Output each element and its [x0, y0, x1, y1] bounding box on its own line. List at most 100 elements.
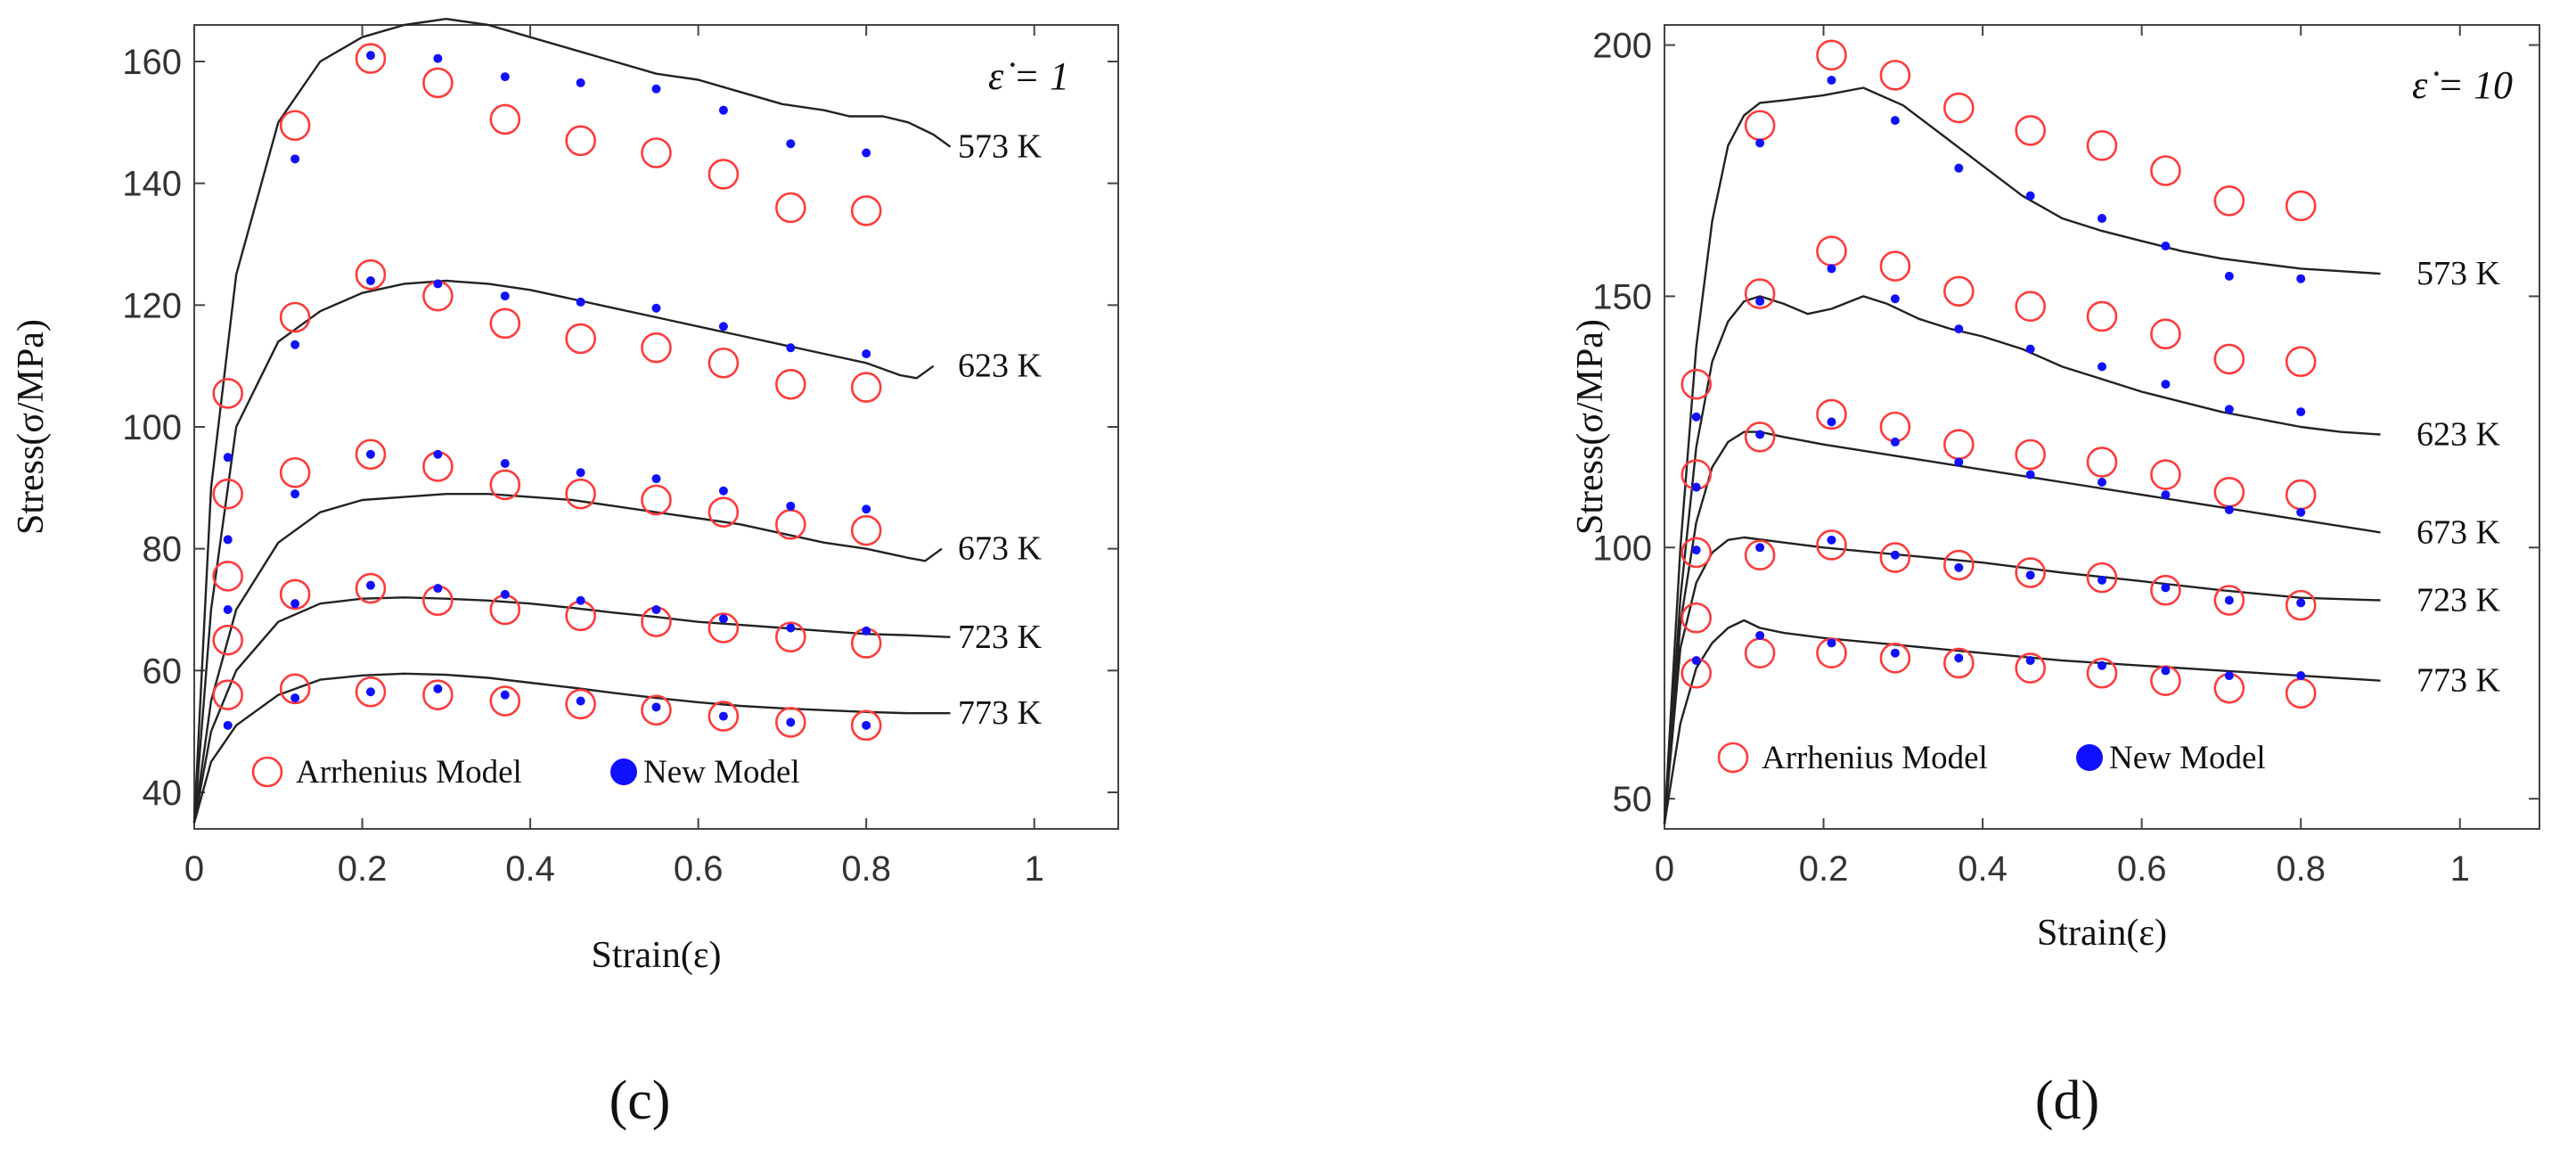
new-model-point	[365, 276, 375, 285]
new-model-point	[1755, 138, 1765, 148]
plot-frame	[1664, 24, 2540, 830]
arrhenius-point	[1879, 643, 1911, 674]
arrhenius-point	[355, 258, 387, 291]
x-axis-label: Strain(ε)	[592, 935, 722, 976]
new-model-point	[1691, 412, 1701, 422]
temperature-label: 723 K	[958, 619, 1043, 656]
new-model-point	[1691, 545, 1701, 555]
y-tick-label: 100	[122, 408, 182, 447]
new-model-point	[1827, 264, 1836, 274]
temperature-label: 773 K	[958, 694, 1043, 732]
new-model-point	[290, 154, 300, 164]
new-model-point	[1691, 482, 1701, 492]
arrhenius-point	[355, 572, 387, 604]
experimental-curve	[1663, 619, 2381, 824]
x-tick-label: 0.4	[505, 849, 555, 889]
new-model-point	[1954, 653, 1964, 663]
new-model-point	[651, 84, 661, 94]
y-tick-label: 140	[122, 165, 182, 204]
arrhenius-point	[2150, 459, 2181, 490]
new-model-point	[433, 449, 443, 459]
y-axis-label: Stress(σ/MPa)	[11, 319, 52, 535]
arrhenius-point	[1681, 368, 1713, 400]
series-673-K: 673 K	[192, 439, 1043, 824]
series-623-K: 623 K	[1663, 235, 2501, 824]
x-tick-label: 0.2	[1799, 849, 1849, 889]
arrhenius-point	[2015, 291, 2046, 323]
new-model-point	[1827, 535, 1836, 545]
y-tick-label: 100	[1592, 529, 1652, 568]
arrhenius-point	[1943, 92, 1975, 124]
arrhenius-point	[279, 456, 311, 488]
new-model-point	[2296, 274, 2306, 283]
new-model-point	[365, 580, 375, 590]
arrhenius-point	[1681, 537, 1713, 569]
arrhenius-point	[2213, 585, 2245, 616]
new-model-point	[2025, 470, 2035, 480]
arrhenius-point	[775, 368, 806, 400]
new-model-point	[2098, 478, 2106, 488]
arrhenius-point	[355, 676, 387, 708]
arrhenius-point	[1744, 278, 1776, 309]
arrhenius-point	[641, 332, 672, 364]
new-model-point	[1755, 630, 1765, 640]
new-model-point	[2224, 271, 2234, 281]
new-model-point	[786, 139, 796, 149]
series-723-K: 723 K	[1663, 529, 2501, 824]
arrhenius-point	[1943, 647, 1975, 679]
arrhenius-point	[1816, 398, 1847, 430]
legend: Arrhenius Model New Model	[251, 754, 800, 791]
new-model-point	[1954, 163, 1964, 173]
new-model-point	[718, 614, 728, 624]
temperature-label: 573 K	[2417, 255, 2501, 292]
new-model-point	[500, 690, 510, 700]
new-model-point	[576, 595, 585, 605]
arrhenius-point	[1816, 235, 1847, 266]
new-model-point	[651, 605, 661, 614]
y-tick-label: 60	[143, 652, 183, 691]
temperature-label: 673 K	[958, 530, 1043, 568]
new-model-point	[862, 148, 871, 158]
legend: Arrhenius Model New Model	[1717, 740, 2266, 776]
arrhenius-point	[2213, 476, 2245, 508]
new-model-point	[1890, 648, 1900, 658]
new-model-point	[576, 78, 585, 87]
y-axis-label: Stress(σ/MPa)	[1570, 319, 1611, 535]
arrhenius-point	[565, 688, 596, 720]
arrhenius-point	[489, 103, 521, 135]
arrhenius-point	[2150, 155, 2181, 186]
arrhenius-point	[212, 624, 244, 656]
arrhenius-point	[2015, 652, 2046, 684]
new-model-point	[2224, 405, 2234, 414]
new-model-point	[365, 687, 375, 697]
arrhenius-point	[850, 709, 882, 742]
arrhenius-point	[641, 484, 672, 516]
arrhenius-point	[279, 673, 311, 705]
temperature-label: 773 K	[2417, 662, 2501, 700]
arrhenius-point	[2285, 677, 2317, 709]
new-model-point	[786, 501, 796, 511]
arrhenius-point	[707, 159, 740, 190]
x-tick-label: 0.6	[2117, 849, 2167, 889]
legend-arrhenius-marker	[1717, 742, 1749, 774]
arrhenius-point	[707, 347, 740, 379]
new-model-point	[290, 489, 300, 499]
experimental-curve	[192, 279, 935, 824]
new-model-point	[862, 626, 871, 635]
arrhenius-point	[565, 125, 596, 157]
new-model-point	[651, 702, 661, 712]
x-tick-label: 0	[1655, 849, 1674, 889]
arrhenius-point	[1879, 60, 1911, 91]
new-model-point	[862, 349, 871, 358]
arrhenius-point	[279, 578, 311, 611]
legend-new-model-label: New Model	[2109, 740, 2266, 776]
series-573-K: 573 K	[192, 18, 1043, 824]
new-model-point	[862, 720, 871, 730]
chart-panel-d: 0 0.2 0.4 0.6 0.8 150100150200Strain(ε)Stress…	[1570, 24, 2540, 1131]
new-model-point	[2098, 575, 2106, 585]
legend-new-model-marker	[2076, 744, 2103, 771]
arrhenius-point	[1879, 411, 1911, 443]
temperature-label: 623 K	[958, 348, 1043, 385]
arrhenius-point	[1816, 529, 1847, 561]
